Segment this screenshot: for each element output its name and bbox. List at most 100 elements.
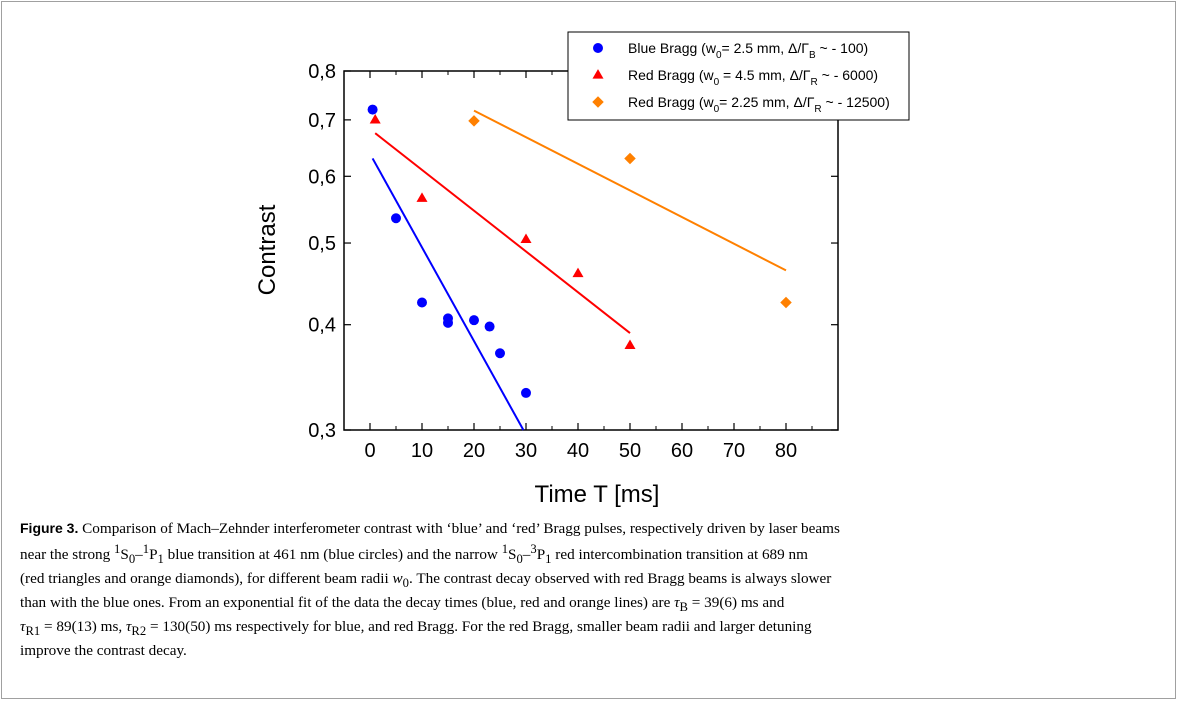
caption-text: – [135,546,143,564]
fit-line [473,109,787,272]
x-axis-label: Time T [ms] [535,481,660,508]
axes: 0 10 20 30 40 50 60 70 80 0,3 0,4 0,5 0,6 0,7 0,8 [308,61,839,462]
x-tick-label: 70 [723,440,745,462]
caption-text: improve the contrast decay. [20,642,187,660]
caption-line-5: τR1 = 89(13) ms, τR2 = 130(50) ms respec… [20,617,1155,641]
caption-text: blue transition at 461 nm (blue circles)… [163,546,502,564]
fit-line [374,132,631,334]
caption-text: = 39(6) ms and [688,594,785,612]
fit-lines [371,109,787,431]
data-point [520,233,532,243]
y-tick-label: 0,8 [308,61,336,83]
data-points [367,104,792,398]
fit-line [371,157,525,431]
data-point [416,192,428,202]
x-tick-label: 60 [671,440,693,462]
contrast-chart: 0 10 20 30 40 50 60 70 80 0,3 0,4 0,5 0,6 0,7 0,8 Time… [254,31,910,508]
caption-text: = 130(50) ms respectively for blue, and … [146,618,812,636]
data-point [521,387,531,398]
caption-text: – [522,546,531,564]
caption-line-3: (red triangles and orange diamonds), for… [20,569,1155,593]
legend-text-part: ~ - 6000) [818,67,878,83]
caption-line-4: than with the blue ones. From an exponen… [20,593,1155,617]
caption-text: Comparison of Mach–Zehnder interferomete… [78,520,840,537]
legend-subscript: 0 [716,50,722,61]
data-point [469,315,479,326]
caption-sub: 0 [516,552,523,567]
caption-sup: 1 [501,542,509,556]
legend-text-part: Red Bragg (w [628,94,714,110]
caption-text: (red triangles and orange diamonds), for… [20,570,393,588]
legend-text-part: Blue Bragg (w [628,40,717,56]
legend-box [567,31,910,121]
data-point [391,213,401,224]
caption-sup: 1 [114,542,121,556]
caption-sub: B [679,600,688,615]
x-tick-label: 40 [567,440,589,462]
caption-italic: τ [20,618,26,636]
legend: Blue Bragg (w0= 2.5 mm, Δ/ΓB ~ - 100)Red… [567,31,910,121]
x-tick-label: 20 [463,440,485,462]
caption-line-1: Figure 3. Comparison of Mach–Zehnder int… [20,518,1155,539]
data-point [780,296,792,309]
caption-italic: w [392,570,403,588]
caption-text: P [149,546,158,564]
data-point [443,317,453,328]
legend-subscript: R [811,77,818,88]
y-tick-label: 0,3 [308,420,336,442]
figure-caption: Figure 3. Comparison of Mach–Zehnder int… [20,518,1155,661]
caption-sup: 1 [142,542,150,556]
legend-text-part: ~ - 100) [816,40,869,56]
data-point [593,43,603,53]
plot-frame [343,70,839,431]
caption-italic: τ [674,594,680,612]
y-axis-label: Contrast [254,204,281,295]
legend-text-part: ~ - 12500) [822,94,890,110]
legend-entry: Blue Bragg (w0= 2.5 mm, Δ/ΓB ~ - 100) [628,40,868,61]
data-point [468,115,480,127]
legend-subscript: 0 [714,104,720,115]
data-point [417,297,427,308]
legend-text-part: = 2.5 mm, Δ/Γ [722,40,810,56]
caption-text: = 89(13) ms, [40,618,126,636]
caption-text: near the strong [20,546,115,564]
caption-sup: 3 [530,542,537,556]
y-tick-label: 0,4 [308,315,336,337]
data-point [624,339,636,350]
caption-sub: 1 [545,552,552,567]
legend-subscript: 0 [714,77,720,88]
x-tick-label: 0 [364,440,375,462]
caption-text: S [120,546,129,564]
caption-line-2: near the strong 1S0–1P1 blue transition … [20,539,1155,569]
x-tick-label: 30 [515,440,537,462]
caption-italic: τ [125,618,132,636]
x-tick-label: 80 [775,440,797,462]
data-point [495,348,505,359]
caption-sub: R2 [131,624,147,639]
data-point [572,267,584,278]
y-tick-label: 0,6 [308,166,336,188]
legend-text-part: = 4.5 mm, Δ/Γ [719,67,811,83]
legend-subscript: R [814,104,821,115]
y-tick-label: 0,7 [308,110,336,132]
data-point [367,104,378,115]
caption-sub: R1 [25,624,41,639]
data-point [592,96,604,108]
data-point [592,69,604,79]
x-tick-label: 50 [619,440,641,462]
caption-sub: 0 [128,552,136,567]
caption-sub: 1 [157,552,164,567]
figure-label: Figure 3. [20,520,79,536]
caption-sub: 0 [402,576,409,591]
caption-text: P [536,546,546,564]
data-point [484,321,495,332]
x-tick-label: 10 [411,440,433,462]
caption-text: than with the blue ones. From an exponen… [20,594,675,612]
legend-entry: Red Bragg (w0 = 4.5 mm, Δ/ΓR ~ - 6000) [628,67,878,88]
legend-subscript: B [809,50,816,61]
legend-text-part: = 2.25 mm, Δ/Γ [719,94,815,110]
caption-text: . The contrast decay observed with red B… [409,570,832,588]
data-point [369,113,381,124]
caption-text: S [508,546,517,564]
legend-entry: Red Bragg (w0= 2.25 mm, Δ/ΓR ~ - 12500) [628,94,890,115]
